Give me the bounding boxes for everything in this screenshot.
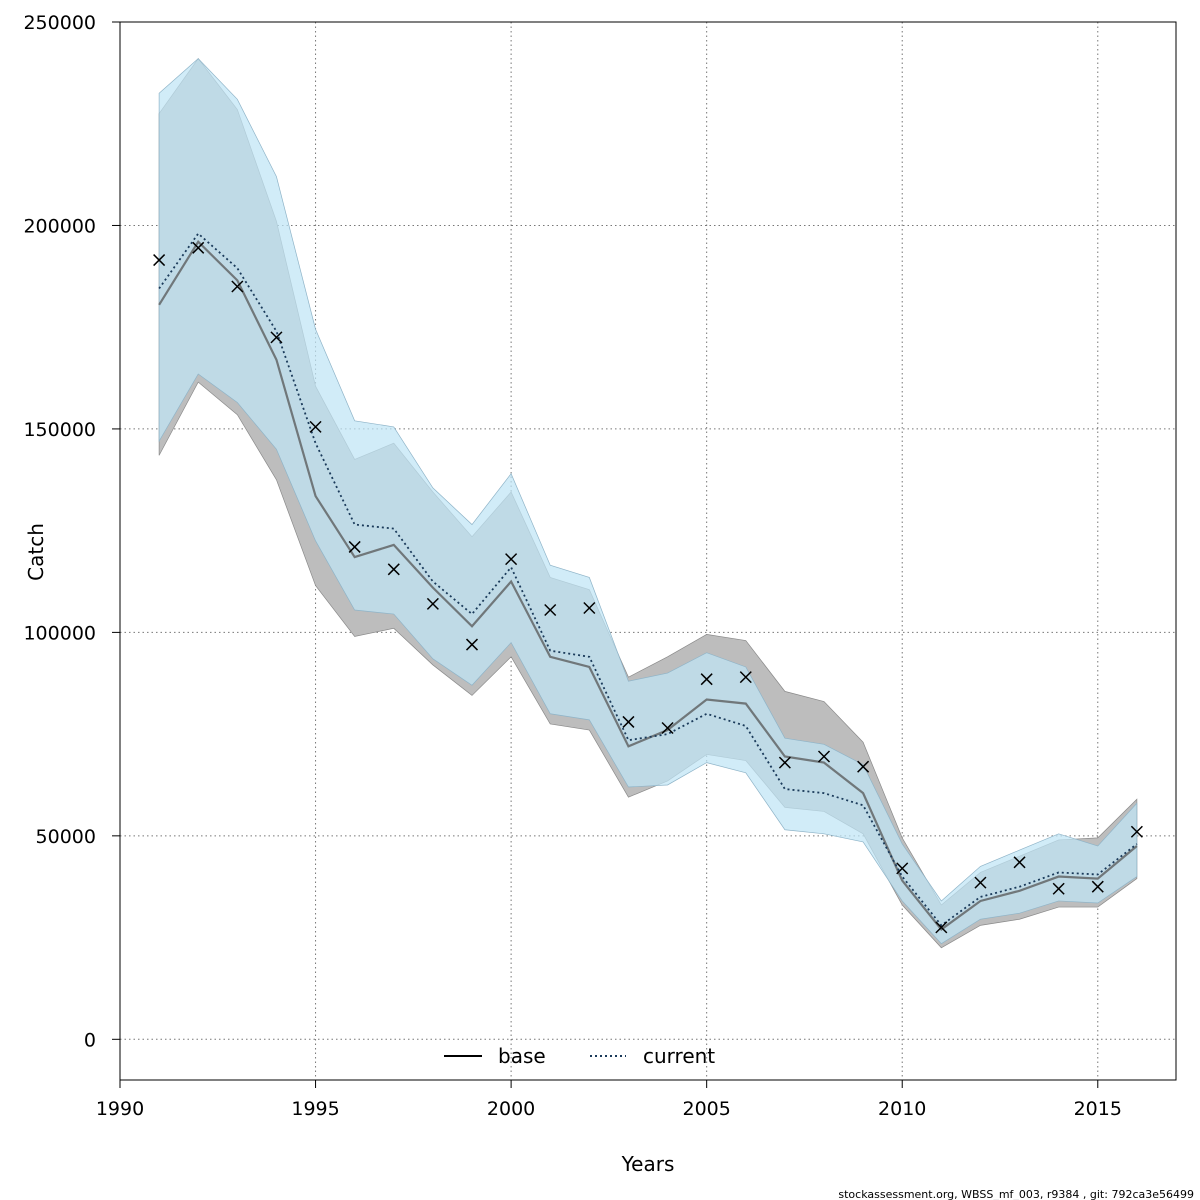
series-line-current <box>158 232 1138 927</box>
y-axis-title: Catch <box>24 523 48 581</box>
observed-point <box>974 876 987 889</box>
observed-point <box>270 331 283 344</box>
series-line-base <box>158 239 1138 931</box>
observed-point <box>309 420 322 433</box>
x-tick-label: 1990 <box>96 1098 144 1120</box>
observed-point <box>778 756 791 769</box>
observed-points <box>153 241 1143 934</box>
grid <box>120 21 1176 1080</box>
y-tick-label: 50000 <box>36 826 96 848</box>
series-lines <box>158 232 1138 931</box>
observed-point <box>1091 880 1104 893</box>
x-tick-label: 2000 <box>487 1098 535 1120</box>
plot-frame <box>119 21 1177 1081</box>
x-axis-title: Years <box>621 1152 675 1176</box>
observed-point <box>1052 882 1065 895</box>
observed-point <box>348 540 361 553</box>
observed-point <box>544 603 557 617</box>
observed-point <box>817 750 831 763</box>
x-tick-label: 1995 <box>291 1098 339 1120</box>
x-tick-label: 2010 <box>878 1098 926 1120</box>
x-tick-label: 2005 <box>682 1098 730 1120</box>
legend-label-current: current <box>643 1044 715 1068</box>
observed-point <box>1130 825 1143 838</box>
y-axis: 0 50000 100000 150000 200000 250000 <box>23 12 121 1051</box>
y-tick-label: 150000 <box>23 419 96 441</box>
x-tick-label: 2015 <box>1074 1098 1122 1120</box>
observed-point <box>661 721 674 735</box>
confidence-band-current <box>158 58 1138 945</box>
observed-point <box>583 601 596 614</box>
observed-point <box>1013 856 1026 869</box>
legend: base current <box>444 1044 715 1068</box>
observed-point <box>935 921 948 934</box>
observed-point <box>896 862 909 875</box>
confidence-bands <box>158 58 1138 949</box>
observed-point <box>505 553 518 566</box>
observed-point <box>700 673 713 686</box>
observed-point <box>465 638 479 651</box>
observed-point <box>387 563 400 576</box>
legend-label-base: base <box>498 1044 546 1068</box>
observed-point <box>739 671 752 684</box>
observed-point <box>153 254 166 267</box>
y-tick-label: 100000 <box>23 622 96 644</box>
y-tick-label: 0 <box>84 1029 96 1051</box>
observed-point <box>857 760 870 773</box>
observed-point <box>231 280 244 293</box>
x-axis: 1990 1995 2000 2005 2010 2015 <box>96 1079 1122 1120</box>
y-tick-label: 200000 <box>23 215 96 237</box>
footer-credit: stockassessment.org, WBSS_mf_003, r9384 … <box>838 1188 1194 1200</box>
y-tick-label: 250000 <box>23 12 96 34</box>
observed-point <box>192 241 205 254</box>
observed-point <box>622 715 635 728</box>
observed-point <box>426 597 439 610</box>
